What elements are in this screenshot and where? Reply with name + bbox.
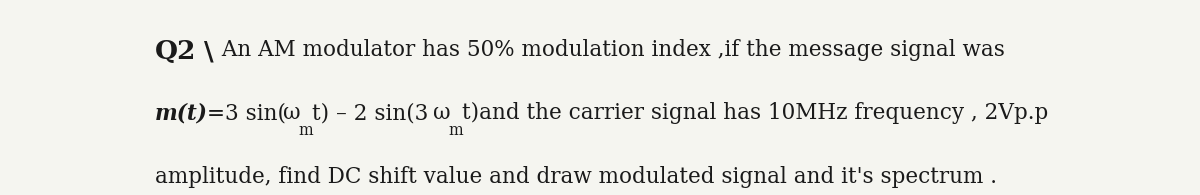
- Text: =3 sin(: =3 sin(: [208, 102, 286, 124]
- Text: ω: ω: [283, 102, 300, 124]
- Text: An AM modulator has 50% modulation index ,if the message signal was: An AM modulator has 50% modulation index…: [215, 39, 1006, 61]
- Text: m: m: [449, 122, 463, 139]
- Text: t) – 2 sin(3: t) – 2 sin(3: [312, 102, 428, 124]
- Text: m: m: [298, 122, 313, 139]
- Text: ω: ω: [433, 102, 451, 124]
- Text: t)and the carrier signal has 10MHz frequency , 2Vp.p: t)and the carrier signal has 10MHz frequ…: [462, 102, 1049, 124]
- Text: Q2: Q2: [155, 39, 197, 64]
- Text: amplitude, find DC shift value and draw modulated signal and it's spectrum .: amplitude, find DC shift value and draw …: [155, 166, 997, 188]
- Text: \: \: [204, 39, 222, 64]
- Text: m(t): m(t): [155, 102, 208, 124]
